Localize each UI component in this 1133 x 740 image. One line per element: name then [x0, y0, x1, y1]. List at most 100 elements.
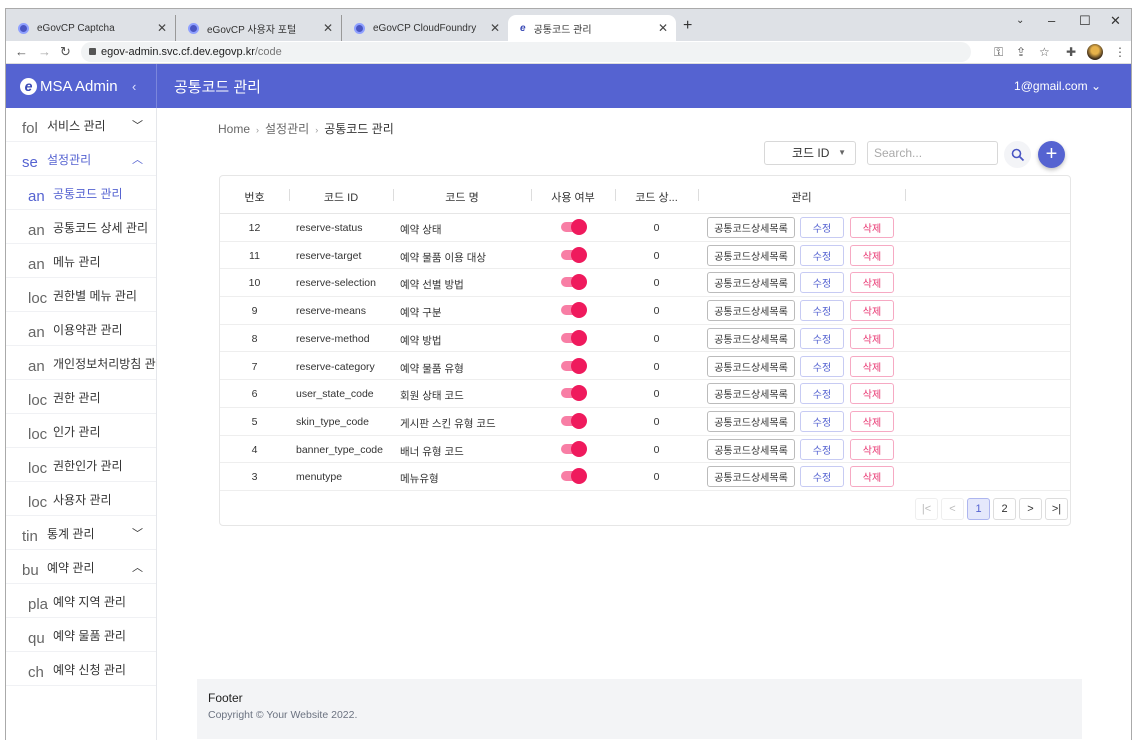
detail-list-button[interactable]: 공통코드상세목록 — [707, 272, 795, 294]
breadcrumb-settings[interactable]: 설정관리 — [265, 122, 310, 136]
sidebar-item[interactable]: loc 인가 관리 — [6, 414, 156, 448]
browser-tab-active[interactable]: e 공통코드 관리 ✕ — [508, 15, 676, 41]
edit-button[interactable]: 수정 — [800, 438, 844, 460]
sidebar-item[interactable]: an 메뉴 관리 — [6, 244, 156, 278]
use-toggle[interactable] — [561, 440, 587, 457]
back-icon[interactable]: ← — [15, 44, 28, 59]
browser-tab[interactable]: eGovCP Captcha ✕ — [6, 15, 176, 41]
column-header-use[interactable]: 사용 여부 — [551, 192, 595, 204]
delete-button[interactable]: 삭제 — [850, 272, 894, 294]
breadcrumb-home[interactable]: Home — [218, 122, 251, 136]
column-header-detail-count[interactable]: 코드 상... — [635, 192, 678, 204]
use-toggle[interactable] — [561, 274, 587, 291]
page-button[interactable]: 1 — [967, 498, 990, 520]
key-icon[interactable]: ⚿ — [994, 45, 1004, 59]
add-code-button[interactable]: + — [1038, 141, 1065, 168]
delete-button[interactable]: 삭제 — [850, 383, 894, 405]
browser-tab[interactable]: eGovCP CloudFoundry ✕ — [342, 15, 508, 41]
column-header-code-id[interactable]: 코드 ID — [323, 192, 359, 204]
column-divider[interactable] — [289, 189, 290, 201]
close-tab-icon[interactable]: ✕ — [489, 21, 500, 35]
new-tab-icon[interactable]: + — [683, 17, 693, 34]
use-toggle[interactable] — [561, 219, 587, 235]
column-header-no[interactable]: 번호 — [244, 192, 265, 204]
edit-button[interactable]: 수정 — [800, 272, 844, 294]
sidebar-item[interactable]: tin 통계 관리 ﹀ — [6, 516, 156, 550]
sidebar-item[interactable]: an 공통코드 상세 관리 — [6, 210, 156, 244]
edit-button[interactable]: 수정 — [800, 244, 844, 266]
edit-button[interactable]: 수정 — [800, 466, 844, 488]
sidebar-item[interactable]: bu 예약 관리 ︿ — [6, 550, 156, 584]
column-divider[interactable] — [531, 189, 532, 201]
share-icon[interactable]: ⇪ — [1016, 45, 1027, 59]
use-toggle[interactable] — [561, 357, 587, 374]
delete-button[interactable]: 삭제 — [850, 438, 894, 460]
delete-button[interactable]: 삭제 — [850, 217, 894, 238]
maximize-icon[interactable]: ☐ — [1079, 13, 1091, 28]
brand[interactable]: e MSA Admin ‹ — [6, 64, 157, 108]
sidebar-item[interactable]: se 설정관리 ︿ — [6, 142, 156, 176]
next-page-button[interactable]: > — [1019, 498, 1042, 520]
delete-button[interactable]: 삭제 — [850, 244, 894, 266]
extensions-icon[interactable]: ✚ — [1066, 45, 1077, 59]
delete-button[interactable]: 삭제 — [850, 466, 894, 488]
sidebar-item[interactable]: loc 권한인가 관리 — [6, 448, 156, 482]
column-divider[interactable] — [393, 189, 394, 201]
reload-icon[interactable]: ↻ — [60, 44, 71, 59]
forward-icon[interactable]: → — [38, 44, 51, 59]
sidebar-item[interactable]: ch 예약 신청 관리 — [6, 652, 156, 686]
last-page-button[interactable]: >| — [1045, 498, 1068, 520]
detail-list-button[interactable]: 공통코드상세목록 — [707, 217, 795, 238]
sidebar-item[interactable]: an 개인정보처리방침 관리 — [6, 346, 157, 380]
edit-button[interactable]: 수정 — [800, 410, 844, 432]
search-input[interactable] — [867, 141, 998, 165]
use-toggle[interactable] — [561, 468, 587, 485]
search-field-select[interactable]: 코드 ID ▼ — [764, 141, 856, 165]
detail-list-button[interactable]: 공통코드상세목록 — [707, 466, 795, 488]
edit-button[interactable]: 수정 — [800, 383, 844, 405]
column-divider[interactable] — [615, 189, 616, 201]
column-divider[interactable] — [905, 189, 906, 201]
detail-list-button[interactable]: 공통코드상세목록 — [707, 383, 795, 405]
prev-page-button[interactable]: < — [941, 498, 964, 520]
minimize-icon[interactable]: – — [1048, 13, 1056, 28]
detail-list-button[interactable]: 공통코드상세목록 — [707, 438, 795, 460]
sidebar-item[interactable]: loc 권한 관리 — [6, 380, 156, 414]
edit-button[interactable]: 수정 — [800, 327, 844, 349]
detail-list-button[interactable]: 공통코드상세목록 — [707, 327, 795, 349]
sidebar-item[interactable]: fol 서비스 관리 ﹀ — [6, 108, 156, 142]
close-tab-icon[interactable]: ✕ — [156, 21, 167, 35]
delete-button[interactable]: 삭제 — [850, 327, 894, 349]
tab-search-icon[interactable]: ⌄ — [1016, 15, 1025, 26]
first-page-button[interactable]: |< — [915, 498, 938, 520]
use-toggle[interactable] — [561, 329, 587, 346]
edit-button[interactable]: 수정 — [800, 217, 844, 238]
edit-button[interactable]: 수정 — [800, 300, 844, 322]
collapse-sidebar-icon[interactable]: ‹ — [132, 78, 137, 94]
column-header-code-name[interactable]: 코드 명 — [445, 192, 479, 204]
star-icon[interactable]: ☆ — [1039, 45, 1050, 59]
sidebar-item[interactable]: loc 권한별 메뉴 관리 — [6, 278, 156, 312]
detail-list-button[interactable]: 공통코드상세목록 — [707, 355, 795, 377]
detail-list-button[interactable]: 공통코드상세목록 — [707, 244, 795, 266]
delete-button[interactable]: 삭제 — [850, 410, 894, 432]
delete-button[interactable]: 삭제 — [850, 300, 894, 322]
close-tab-icon[interactable]: ✕ — [322, 21, 333, 35]
sidebar-item[interactable]: loc 사용자 관리 — [6, 482, 156, 516]
menu-dots-icon[interactable]: ⋮ — [1114, 45, 1126, 59]
detail-list-button[interactable]: 공통코드상세목록 — [707, 300, 795, 322]
use-toggle[interactable] — [561, 412, 587, 429]
use-toggle[interactable] — [561, 385, 587, 402]
close-window-icon[interactable]: ✕ — [1110, 13, 1121, 28]
detail-list-button[interactable]: 공통코드상세목록 — [707, 410, 795, 432]
browser-tab[interactable]: eGovCP 사용자 포털 ✕ — [176, 15, 342, 41]
use-toggle[interactable] — [561, 302, 587, 319]
profile-avatar[interactable] — [1087, 44, 1103, 60]
use-toggle[interactable] — [561, 246, 587, 263]
close-tab-icon[interactable]: ✕ — [657, 21, 668, 35]
column-divider[interactable] — [698, 189, 699, 201]
sidebar-item[interactable]: pla 예약 지역 관리 — [6, 584, 156, 618]
sidebar-item[interactable]: an 공통코드 관리 — [6, 176, 156, 210]
user-menu[interactable]: 1@gmail.com ⌄ — [1014, 79, 1101, 93]
page-button[interactable]: 2 — [993, 498, 1016, 520]
